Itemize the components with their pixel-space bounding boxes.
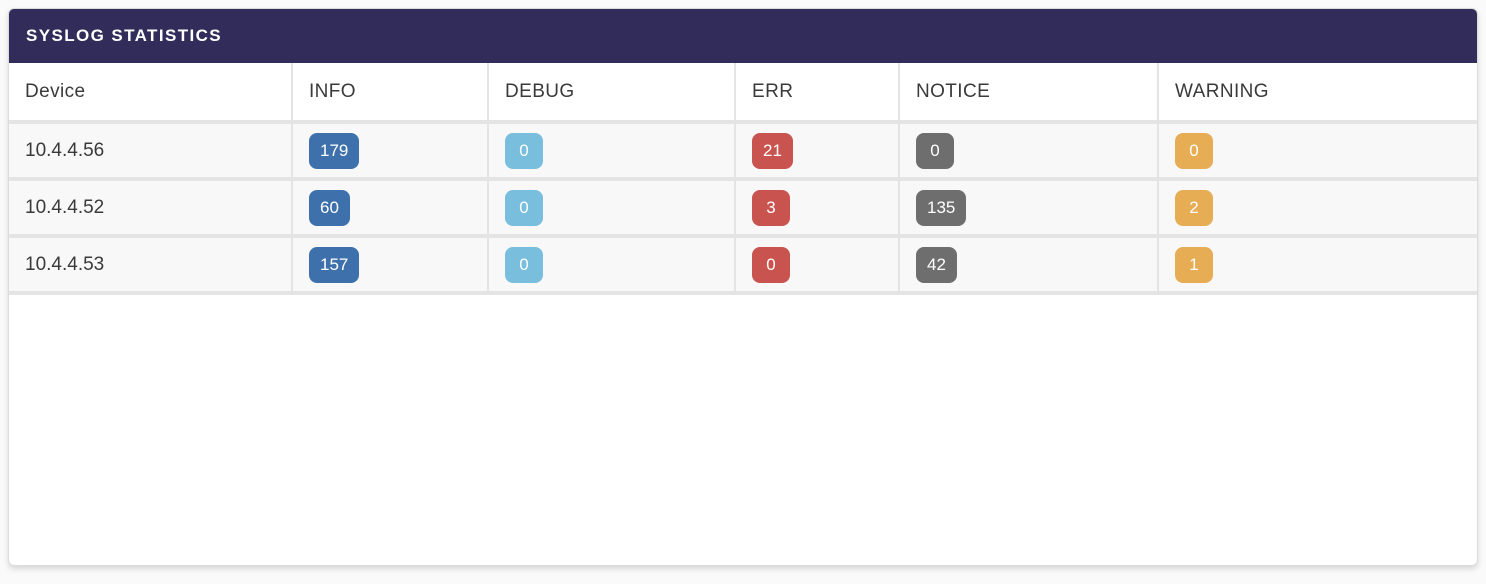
table-header-row: Device INFO DEBUG ERR NOTICE WARNING [9, 63, 1477, 124]
column-header-warning: WARNING [1157, 63, 1477, 124]
table-row: 10.4.4.53 157 0 0 42 1 [9, 236, 1477, 295]
panel-title: SYSLOG STATISTICS [26, 26, 223, 45]
column-header-notice: NOTICE [898, 63, 1158, 124]
column-header-device: Device [9, 63, 292, 124]
table-row: 10.4.4.56 179 0 21 0 0 [9, 122, 1477, 181]
device-label: 10.4.4.53 [9, 236, 292, 295]
device-label: 10.4.4.52 [9, 179, 292, 238]
warning-count-badge: 1 [1175, 246, 1213, 283]
warning-count-badge: 0 [1175, 132, 1213, 169]
debug-count-badge: 0 [505, 189, 543, 226]
syslog-statistics-table: Device INFO DEBUG ERR NOTICE WARNING 10.… [9, 63, 1477, 295]
warning-count-badge: 2 [1175, 189, 1213, 226]
syslog-statistics-panel: SYSLOG STATISTICS Device INFO DEBUG ERR … [8, 8, 1478, 566]
notice-count-badge: 135 [916, 189, 967, 226]
info-count-badge: 157 [309, 246, 360, 283]
debug-count-badge: 0 [505, 132, 543, 169]
column-header-debug: DEBUG [487, 63, 735, 124]
notice-count-badge: 42 [916, 246, 957, 283]
err-count-badge: 3 [752, 189, 790, 226]
column-header-err: ERR [734, 63, 899, 124]
debug-count-badge: 0 [505, 246, 543, 283]
notice-count-badge: 0 [916, 132, 954, 169]
device-label: 10.4.4.56 [9, 122, 292, 181]
err-count-badge: 21 [752, 132, 793, 169]
table-row: 10.4.4.52 60 0 3 135 2 [9, 179, 1477, 238]
panel-header: SYSLOG STATISTICS [9, 9, 1477, 63]
column-header-info: INFO [291, 63, 488, 124]
err-count-badge: 0 [752, 246, 790, 283]
info-count-badge: 60 [309, 189, 350, 226]
info-count-badge: 179 [309, 132, 360, 169]
